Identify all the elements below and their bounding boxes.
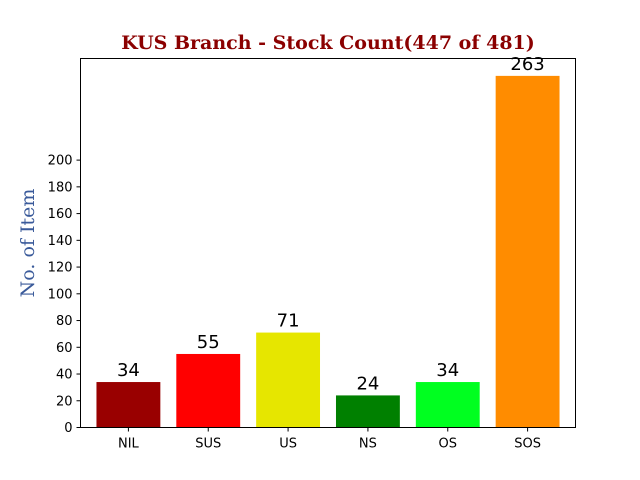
y-tick-label-80: 80	[56, 314, 73, 329]
y-tick-label-180: 180	[48, 180, 73, 195]
y-tick-label-0: 0	[64, 421, 72, 436]
data-label-sos: 263	[510, 54, 544, 75]
x-tick-label-nil: NIL	[118, 437, 140, 452]
y-tick-label-100: 100	[48, 287, 73, 302]
x-axis-ticks: NIL SUS US NS OS SOS	[118, 427, 541, 452]
data-label-ns: 24	[356, 373, 379, 394]
y-tick-label-20: 20	[56, 394, 73, 409]
data-label-os: 34	[436, 360, 459, 381]
y-tick-label-120: 120	[48, 261, 73, 276]
bar-us	[256, 332, 321, 428]
y-tick-label-200: 200	[48, 154, 73, 169]
data-label-sus: 55	[197, 332, 220, 353]
y-tick-label-160: 160	[48, 207, 73, 222]
chart-title: KUS Branch - Stock Count(447 of 481)	[121, 32, 535, 54]
plot-frame	[80, 58, 576, 428]
y-axis-ticks: 0 20 40 60 80 100 120 140 160 180 200	[48, 154, 81, 436]
bar-sus	[176, 353, 241, 428]
y-tick-label-140: 140	[48, 234, 73, 249]
x-tick-label-us: US	[279, 437, 297, 452]
data-label-nil: 34	[117, 360, 140, 381]
bar-nil	[96, 382, 161, 428]
y-tick-label-40: 40	[56, 368, 73, 383]
x-tick-label-sos: SOS	[514, 437, 541, 452]
y-axis-label: No. of Item	[17, 189, 39, 298]
x-tick-label-ns: NS	[359, 437, 377, 452]
bar-os	[415, 382, 480, 428]
x-tick-label-os: OS	[439, 437, 457, 452]
value-labels-layer: 34 55 71 24 34 263	[117, 54, 545, 395]
data-label-us: 71	[277, 311, 300, 332]
bar-sos	[495, 75, 560, 428]
bar-ns	[335, 395, 400, 428]
y-tick-label-60: 60	[56, 341, 73, 356]
x-tick-label-sus: SUS	[195, 437, 221, 452]
bars-layer	[96, 75, 560, 428]
